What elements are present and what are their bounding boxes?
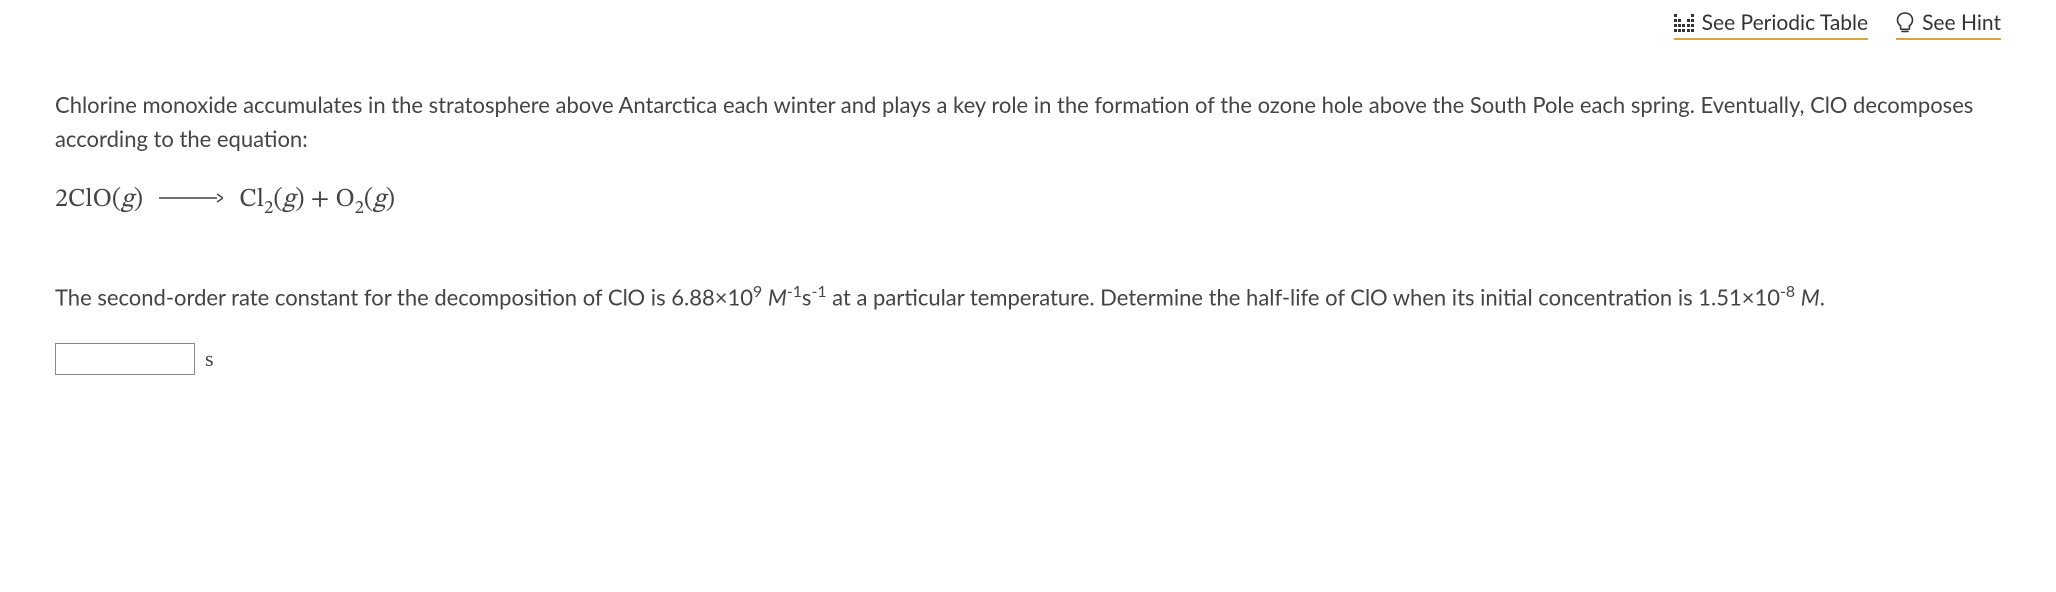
q-conc-unit: M [1801, 284, 1820, 311]
q-conc-mantissa: 1.51 [1698, 284, 1741, 311]
eq-rhs1-sub: 2 [264, 200, 273, 218]
eq-lhs-species: ClO [68, 187, 112, 213]
q-k-mantissa: 6.88 [671, 284, 714, 311]
periodic-table-icon [1674, 14, 1694, 32]
answer-row: s [55, 343, 2001, 375]
q-k-exp: 9 [753, 282, 762, 301]
reaction-equation: 2ClO(g) Cl2(g) + O2(g) [55, 184, 2001, 220]
q-conc-base: 10 [1755, 284, 1781, 311]
q-conc-times: × [1742, 284, 1755, 311]
eq-lhs-phase: g [121, 187, 134, 213]
reaction-arrow-icon [159, 182, 223, 215]
periodic-table-link[interactable]: See Periodic Table [1674, 10, 1868, 40]
eq-rhs2-sub: 2 [355, 200, 364, 218]
q-k-base: 10 [728, 284, 754, 311]
eq-rhs2-species: O [335, 187, 354, 213]
q-k-unit-s: s [802, 284, 812, 311]
hint-label: See Hint [1922, 10, 2001, 35]
problem-intro-text: Chlorine monoxide accumulates in the str… [55, 88, 2001, 156]
q-k-times: × [715, 284, 728, 311]
q-k-unit-sexp: -1 [811, 282, 826, 301]
eq-rhs1-species: Cl [239, 187, 264, 213]
q-mid: at a particular temperature. Determine t… [827, 284, 1699, 311]
eq-rhs1-phase: g [283, 187, 296, 213]
answer-unit: s [205, 346, 214, 372]
hint-link[interactable]: See Hint [1896, 10, 2001, 40]
hint-icon [1896, 12, 1914, 34]
eq-lhs-coeff: 2 [55, 187, 68, 213]
periodic-table-label: See Periodic Table [1702, 10, 1868, 35]
problem-question-text: The second-order rate constant for the d… [55, 280, 2001, 314]
toolbar: See Periodic Table See Hint [55, 10, 2001, 40]
q-suffix: . [1820, 284, 1825, 311]
q-k-unit-m: M [768, 284, 787, 311]
q-conc-exp: -8 [1780, 282, 1795, 301]
eq-rhs2-phase: g [373, 187, 386, 213]
q-k-unit-mexp: -1 [787, 282, 802, 301]
q-prefix: The second-order rate constant for the d… [55, 284, 671, 311]
answer-input[interactable] [55, 343, 195, 375]
